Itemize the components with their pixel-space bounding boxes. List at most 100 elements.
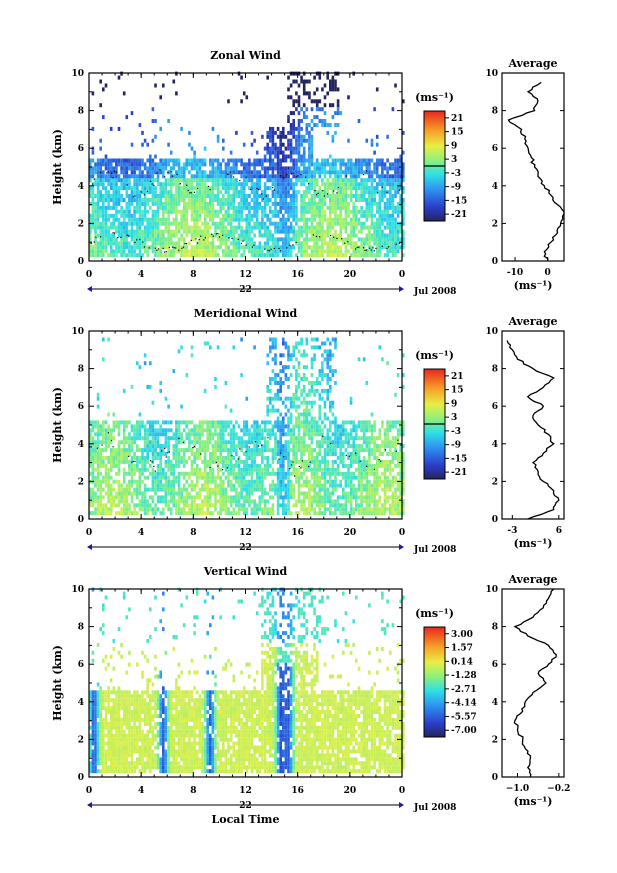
heatmap-cell — [315, 249, 319, 254]
heatmap-cell — [279, 384, 282, 389]
heatmap-cell — [175, 198, 178, 202]
heatmap-cell — [373, 107, 376, 112]
heatmap-cell — [245, 491, 249, 496]
heatmap-cell — [211, 186, 215, 191]
heatmap-cell — [133, 471, 136, 476]
heatmap-cell — [276, 444, 280, 449]
heatmap-cell — [266, 384, 269, 389]
heatmap-cell — [253, 499, 256, 504]
heatmap-cell — [313, 178, 316, 183]
heatmap-cell — [321, 178, 324, 183]
heatmap-cell — [245, 495, 249, 500]
heatmap-cell — [117, 186, 121, 191]
heatmap-cell — [164, 491, 168, 496]
heatmap-cell — [104, 217, 108, 222]
heatmap-cell — [383, 166, 387, 171]
heatmap-cell — [136, 190, 139, 195]
heatmap-cell — [104, 166, 108, 171]
heatmap-cell — [195, 253, 199, 258]
heatmap-cell — [146, 225, 149, 230]
heatmap-cell — [261, 233, 264, 238]
heatmap-cell — [211, 491, 215, 496]
heatmap-cell — [386, 134, 389, 139]
heatmap-cell — [276, 392, 280, 397]
heatmap-cell — [102, 428, 105, 433]
heatmap-cell — [151, 400, 155, 405]
heatmap-cell — [240, 186, 243, 191]
heatmap-cell — [125, 448, 129, 453]
heatmap-cell — [297, 428, 301, 433]
heatmap-cell — [91, 463, 95, 468]
heatmap-cell — [120, 178, 123, 183]
heatmap-cell — [305, 79, 309, 84]
heatmap-cell — [190, 213, 194, 218]
heatmap-cell — [318, 229, 322, 234]
heatmap-cell — [224, 511, 228, 516]
heatmap-cell — [386, 221, 389, 226]
heatmap-cell — [112, 448, 116, 453]
heatmap-cell — [282, 483, 285, 488]
heatmap-cell — [245, 440, 249, 445]
heatmap-cell — [282, 174, 285, 179]
heatmap-cell — [232, 182, 236, 187]
heatmap-cell — [318, 217, 322, 222]
heatmap-cell — [89, 420, 92, 425]
heatmap-cell — [149, 463, 152, 468]
heatmap-cell — [229, 241, 233, 246]
heatmap-cell — [289, 459, 293, 464]
heatmap-cell — [305, 209, 309, 214]
heatmap-cell — [352, 174, 355, 179]
heatmap-cell — [295, 79, 298, 84]
heatmap-cell — [287, 467, 290, 472]
heatmap-cell — [115, 253, 118, 258]
heatmap-cell — [232, 241, 236, 246]
heatmap-cell — [302, 91, 306, 96]
contour-dot — [92, 183, 94, 185]
heatmap-cell — [182, 471, 186, 476]
heatmap-cell — [263, 471, 267, 476]
heatmap-cell — [315, 483, 319, 488]
average-profile-line — [507, 81, 565, 261]
heatmap-cell — [143, 138, 147, 143]
heatmap-cell — [292, 198, 295, 202]
heatmap-cell — [159, 452, 162, 456]
heatmap-cell — [242, 459, 246, 464]
heatmap-cell — [240, 170, 243, 175]
heatmap-cell — [195, 209, 199, 214]
heatmap-cell — [342, 237, 345, 242]
heatmap-cell — [182, 205, 186, 210]
heatmap-cell — [242, 194, 246, 198]
heatmap-cell — [292, 428, 295, 433]
heatmap-cell — [94, 491, 97, 496]
heatmap-cell — [253, 174, 256, 179]
heatmap-cell — [287, 499, 290, 504]
heatmap-cell — [255, 170, 259, 175]
heatmap-cell — [258, 205, 262, 210]
heatmap-cell — [193, 209, 196, 214]
heatmap-cell — [391, 107, 395, 112]
heatmap-cell — [255, 150, 259, 155]
heatmap-cell — [313, 253, 316, 258]
heatmap-cell — [201, 444, 204, 449]
heatmap-cell — [258, 487, 262, 492]
heatmap-cell — [203, 479, 207, 484]
heatmap-cell — [109, 186, 113, 191]
heatmap-cell — [96, 186, 100, 191]
heatmap-cell — [302, 249, 306, 254]
colorbar-tick-label: -3 — [451, 169, 461, 179]
heatmap-cell — [240, 487, 243, 492]
heatmap-cell — [219, 432, 222, 437]
heatmap-cell — [276, 221, 280, 226]
contour-dot — [170, 171, 172, 173]
heatmap-cell — [182, 507, 186, 512]
heatmap-cell — [368, 190, 371, 195]
heatmap-cell — [352, 225, 355, 230]
heatmap-cell — [302, 503, 306, 508]
heatmap-cell — [151, 471, 155, 476]
heatmap-cell — [229, 182, 233, 187]
heatmap-cell — [362, 178, 366, 183]
heatmap-cell — [282, 487, 285, 492]
heatmap-cell — [109, 428, 113, 433]
heatmap-cell — [323, 479, 327, 484]
heatmap-cell — [169, 190, 173, 195]
